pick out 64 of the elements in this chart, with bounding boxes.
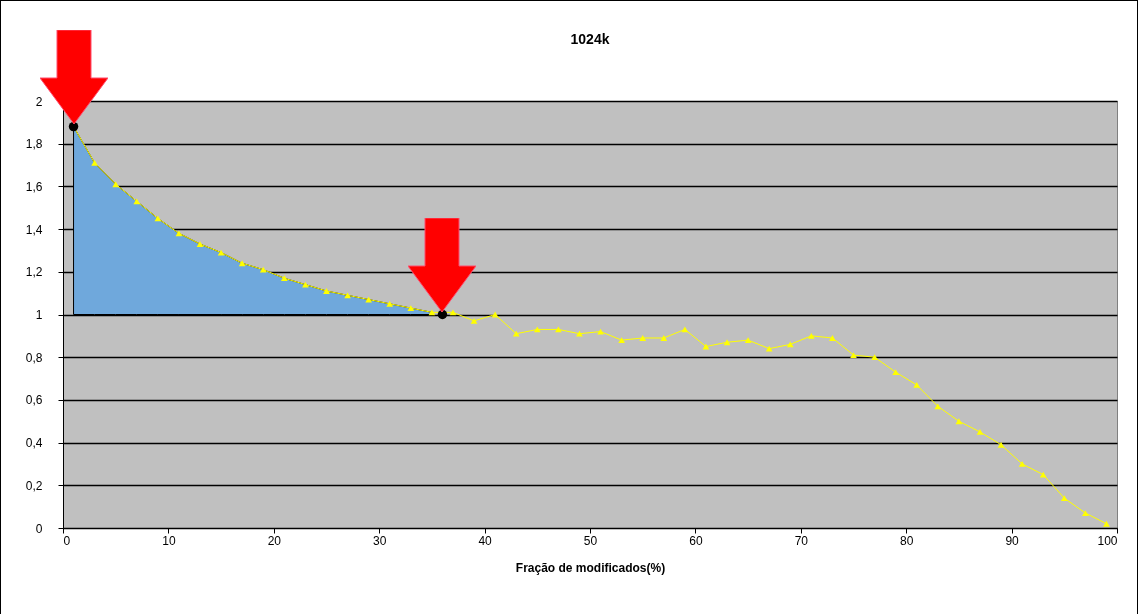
point [934, 403, 942, 410]
point [1018, 461, 1026, 467]
point [449, 309, 457, 316]
x-tick-label: 70 [794, 533, 809, 548]
x-tick-label: 0 [63, 533, 71, 548]
y-tick-label: 2 [35, 94, 43, 109]
point [470, 318, 478, 324]
point [786, 341, 794, 348]
point [1082, 510, 1089, 516]
y-tick-label: 0 [35, 521, 43, 536]
x-axis-title: Fração de modificados(%) [515, 560, 666, 575]
point [259, 266, 267, 273]
x-tick-label: 90 [1005, 533, 1020, 548]
y-tick-label: 0,8 [25, 350, 43, 365]
point [512, 330, 520, 337]
point [386, 300, 394, 307]
x-tick-label: 60 [689, 533, 703, 548]
point [112, 181, 120, 188]
x-tick-label: 80 [900, 533, 914, 548]
point [850, 352, 857, 358]
point [976, 429, 984, 435]
point [280, 275, 288, 282]
y-tick-label: 0,4 [25, 436, 43, 451]
point [892, 369, 900, 376]
point [913, 382, 921, 388]
point [871, 354, 878, 361]
y-tick-label: 0,2 [25, 478, 43, 493]
y-tick-label: 1,2 [25, 265, 43, 280]
point [133, 198, 141, 205]
y-tick-label: 1 [35, 308, 43, 322]
point [91, 160, 98, 166]
point [576, 330, 583, 337]
y-tick-label: 0,6 [25, 393, 43, 408]
point [407, 305, 415, 311]
x-tick-label: 10 [162, 533, 176, 548]
chart-title: 1024k [570, 31, 610, 47]
point [807, 332, 815, 339]
y-tick-label: 1,6 [25, 179, 43, 194]
point [437, 309, 448, 320]
point [238, 260, 246, 267]
y-tick-label: 1,4 [25, 222, 43, 237]
point [1103, 520, 1110, 527]
x-tick-label: 20 [267, 533, 282, 548]
point [765, 345, 773, 352]
x-tick-label: 100 [1097, 533, 1118, 548]
y-tick-label: 1,8 [25, 137, 43, 152]
point [618, 337, 625, 344]
point [302, 281, 309, 288]
point [955, 418, 963, 425]
point [196, 241, 204, 247]
point [639, 335, 647, 341]
point [344, 292, 351, 299]
point [829, 335, 836, 341]
x-tick-label: 40 [478, 533, 493, 548]
point [660, 335, 668, 341]
x-tick-label: 30 [373, 533, 387, 548]
point [323, 288, 330, 294]
point [723, 339, 731, 346]
point [997, 441, 1005, 448]
point [1060, 495, 1068, 502]
point [1039, 471, 1047, 478]
point [175, 230, 183, 237]
x-tick-label: 50 [583, 533, 598, 548]
point [744, 337, 752, 344]
